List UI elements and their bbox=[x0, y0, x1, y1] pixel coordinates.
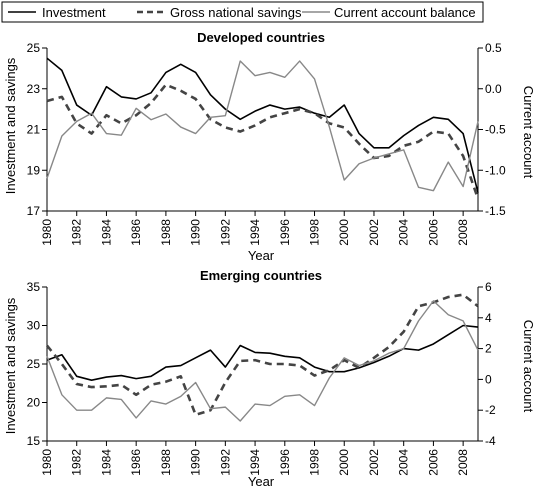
x-tick-label-developed: 1990 bbox=[189, 219, 203, 246]
x-tick-label-developed: 1992 bbox=[218, 219, 232, 246]
x-tick-label-emerging: 1980 bbox=[40, 449, 54, 476]
x-tick-label-developed: 2000 bbox=[337, 219, 351, 246]
y2-tick-label-emerging: 0 bbox=[485, 372, 492, 386]
panel-title-developed: Developed countries bbox=[197, 30, 325, 45]
y2-tick-label-developed: 0.0 bbox=[485, 82, 502, 96]
x-tick-label-developed: 1986 bbox=[129, 219, 143, 246]
x-tick-label-emerging: 2002 bbox=[367, 449, 381, 476]
y2-tick-label-emerging: 6 bbox=[485, 280, 492, 294]
x-tick-label-emerging: 1986 bbox=[129, 449, 143, 476]
x-tick-label-developed: 1998 bbox=[308, 219, 322, 246]
legend-box bbox=[1, 1, 484, 23]
x-tick-label-emerging: 2006 bbox=[426, 449, 440, 476]
legend: Investment Gross national savings Curren… bbox=[1, 1, 484, 23]
series-line-current-account-emerging bbox=[46, 300, 479, 422]
x-axis-title-developed: Year bbox=[248, 248, 275, 263]
y-tick-label-developed: 25 bbox=[27, 41, 41, 55]
y-axis-title-emerging: Investment and savings bbox=[3, 297, 18, 434]
y-tick-label-emerging: 35 bbox=[27, 280, 41, 294]
series-line-investment-emerging bbox=[46, 324, 479, 381]
panel-title-emerging: Emerging countries bbox=[200, 268, 322, 283]
y-tick-label-developed: 21 bbox=[27, 123, 41, 137]
x-tick-label-emerging: 1984 bbox=[99, 449, 113, 476]
y2-tick-label-emerging: 2 bbox=[485, 342, 492, 356]
series-line-current-account-developed bbox=[46, 60, 479, 192]
x-tick-label-emerging: 1994 bbox=[248, 449, 262, 476]
x-tick-label-developed: 2008 bbox=[456, 219, 470, 246]
y2-tick-label-emerging: -4 bbox=[485, 434, 496, 448]
y-tick-label-emerging: 25 bbox=[27, 357, 41, 371]
x-tick-label-developed: 2004 bbox=[397, 219, 411, 246]
x-tick-label-emerging: 1990 bbox=[189, 449, 203, 476]
x-tick-label-emerging: 1982 bbox=[70, 449, 84, 476]
y2-axis-title-emerging: Current account bbox=[521, 320, 536, 413]
legend-label-investment: Investment bbox=[42, 5, 106, 20]
y-tick-label-developed: 23 bbox=[27, 82, 41, 96]
y2-tick-label-developed: 0.5 bbox=[485, 41, 502, 55]
y2-axis-title-developed: Current account bbox=[521, 86, 536, 179]
x-tick-label-emerging: 1988 bbox=[159, 449, 173, 476]
x-tick-label-emerging: 2000 bbox=[337, 449, 351, 476]
x-tick-label-developed: 2006 bbox=[426, 219, 440, 246]
y2-tick-label-emerging: 4 bbox=[485, 311, 492, 325]
series-line-investment-developed bbox=[46, 57, 479, 193]
x-tick-label-developed: 1984 bbox=[99, 219, 113, 246]
x-tick-label-developed: 1988 bbox=[159, 219, 173, 246]
panel-emerging: Emerging countries Year Investment and s… bbox=[3, 268, 536, 489]
y-tick-label-emerging: 15 bbox=[27, 434, 41, 448]
x-tick-label-developed: 1980 bbox=[40, 219, 54, 246]
y-tick-label-developed: 19 bbox=[27, 163, 41, 177]
legend-label-current-account: Current account balance bbox=[334, 5, 476, 20]
x-tick-label-developed: 1994 bbox=[248, 219, 262, 246]
y-tick-label-emerging: 30 bbox=[27, 319, 41, 333]
y-tick-label-emerging: 20 bbox=[27, 396, 41, 410]
series-line-savings-developed bbox=[46, 83, 480, 200]
x-tick-label-emerging: 1996 bbox=[278, 449, 292, 476]
x-tick-label-developed: 1982 bbox=[70, 219, 84, 246]
y2-tick-label-developed: -0.5 bbox=[485, 123, 506, 137]
y-axis-title-developed: Investment and savings bbox=[3, 57, 18, 194]
x-tick-label-developed: 2002 bbox=[367, 219, 381, 246]
series-line-savings-emerging bbox=[45, 293, 479, 417]
x-tick-label-emerging: 1998 bbox=[308, 449, 322, 476]
x-tick-label-emerging: 1992 bbox=[218, 449, 232, 476]
y2-tick-label-emerging: -2 bbox=[485, 403, 496, 417]
y2-tick-label-developed: -1.5 bbox=[485, 204, 506, 218]
x-tick-label-developed: 1996 bbox=[278, 219, 292, 246]
x-tick-label-emerging: 2008 bbox=[456, 449, 470, 476]
y-tick-label-developed: 17 bbox=[27, 204, 41, 218]
x-tick-label-emerging: 2004 bbox=[397, 449, 411, 476]
y2-tick-label-developed: -1.0 bbox=[485, 163, 506, 177]
panel-developed: Developed countries Year Investment and … bbox=[3, 30, 536, 263]
legend-label-savings: Gross national savings bbox=[170, 5, 302, 20]
x-axis-title-emerging: Year bbox=[248, 474, 275, 489]
